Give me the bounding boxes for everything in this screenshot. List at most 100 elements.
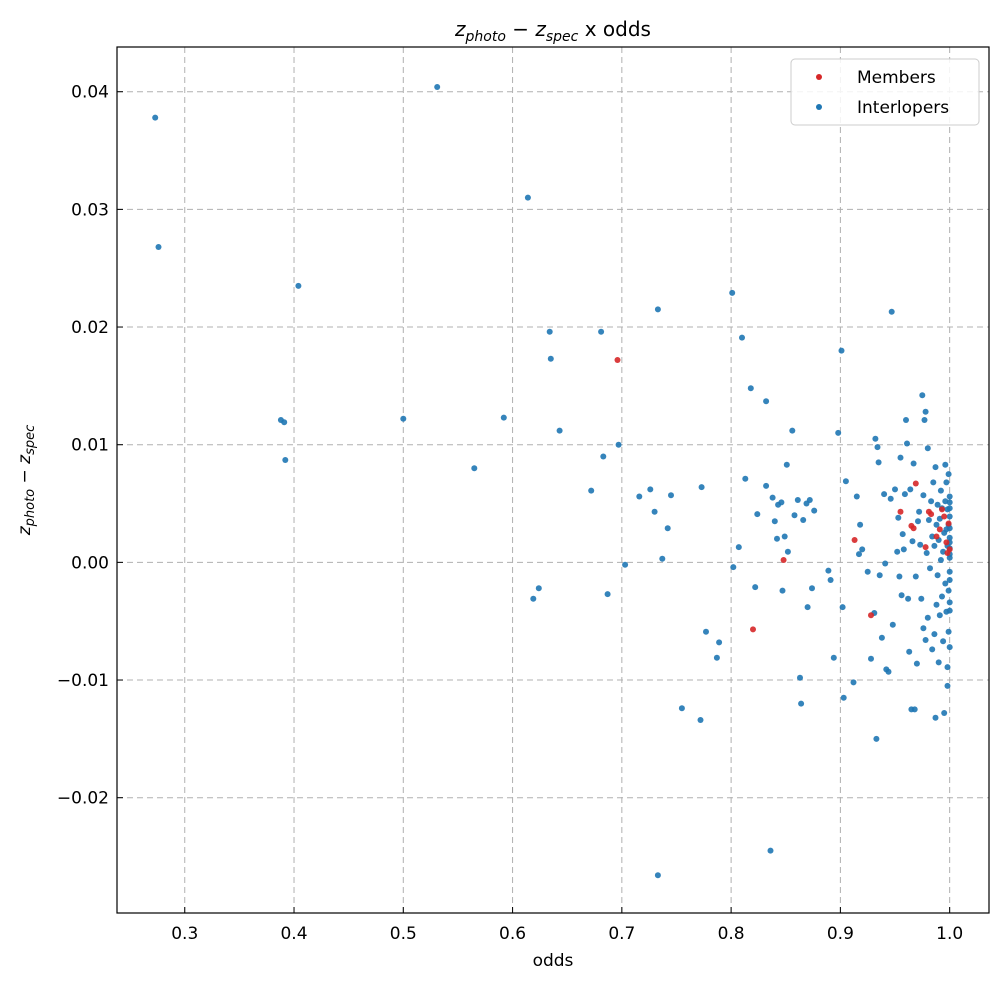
point-interlopers — [556, 427, 563, 434]
point-interlopers — [888, 308, 895, 315]
point-interlopers — [547, 355, 554, 362]
grid-lines — [117, 47, 989, 913]
point-members — [946, 546, 953, 553]
point-interlopers — [946, 513, 953, 520]
point-interlopers — [920, 625, 927, 632]
point-interlopers — [932, 464, 939, 471]
point-interlopers — [895, 514, 902, 521]
point-interlopers — [434, 84, 441, 90]
point-interlopers — [588, 487, 595, 494]
point-interlopers — [946, 534, 953, 541]
x-tick-label: 0.8 — [718, 924, 745, 944]
point-interlopers — [929, 646, 936, 653]
point-interlopers — [839, 604, 846, 611]
point-interlopers — [747, 385, 754, 392]
axis-ticks: 0.3 0.4 0.5 0.6 0.7 0.8 0.9 1.0 −0.02 −0.01 0.00 0.… — [57, 83, 963, 944]
point-interlopers — [915, 518, 921, 525]
legend-box — [790, 58, 980, 126]
point-interlopers — [703, 628, 709, 635]
point-interlopers — [664, 525, 671, 532]
point-interlopers — [874, 444, 881, 451]
point-interlopers — [647, 486, 654, 493]
point-interlopers — [400, 415, 407, 422]
legend-label-interlopers: Interlopers — [857, 98, 949, 118]
point-interlopers — [929, 533, 936, 540]
point-interlopers — [899, 531, 906, 538]
point-interlopers — [917, 541, 924, 548]
point-interlopers — [811, 507, 818, 514]
point-interlopers — [524, 194, 531, 201]
point-interlopers — [920, 492, 927, 499]
point-interlopers — [835, 429, 842, 436]
point-interlopers — [940, 638, 947, 645]
point-interlopers — [654, 306, 661, 313]
point-interlopers — [716, 639, 723, 646]
point-interlopers — [924, 614, 931, 621]
point-interlopers — [942, 461, 949, 468]
point-interlopers — [654, 872, 661, 879]
point-interlopers — [698, 484, 705, 491]
point-interlopers — [944, 664, 951, 671]
point-interlopers — [853, 493, 860, 500]
point-interlopers — [945, 471, 952, 478]
point-interlopers — [771, 518, 778, 525]
point-interlopers — [713, 654, 720, 661]
x-tick-label: 0.9 — [827, 924, 854, 944]
point-interlopers — [909, 538, 916, 545]
point-interlopers — [946, 525, 953, 532]
point-interlopers — [912, 573, 919, 580]
point-interlopers — [921, 417, 928, 423]
point-interlopers — [281, 419, 288, 426]
point-interlopers — [876, 572, 883, 579]
point-interlopers — [910, 460, 917, 467]
point-interlopers — [729, 289, 736, 296]
point-interlopers — [864, 568, 871, 575]
point-interlopers — [946, 599, 953, 606]
point-interlopers — [668, 492, 674, 499]
point-interlopers — [906, 648, 913, 655]
point-interlopers — [615, 441, 622, 448]
point-members — [939, 506, 945, 513]
point-interlopers — [804, 604, 811, 611]
point-interlopers — [924, 445, 931, 452]
point-interlopers — [898, 592, 905, 599]
point-interlopers — [928, 498, 935, 505]
point-interlopers — [946, 499, 953, 506]
point-interlopers — [830, 654, 837, 661]
legend: Members Interlopers — [790, 58, 980, 126]
point-interlopers — [894, 548, 901, 555]
point-interlopers — [916, 508, 923, 515]
point-interlopers — [535, 585, 542, 592]
point-interlopers — [546, 328, 553, 335]
point-interlopers — [840, 694, 847, 701]
point-interlopers — [900, 546, 907, 553]
point-interlopers — [933, 521, 940, 528]
x-tick-label: 0.6 — [499, 924, 526, 944]
point-interlopers — [896, 573, 903, 580]
x-tick-label: 1.0 — [936, 924, 963, 944]
y-axis-label: zphoto − zspec — [15, 425, 38, 537]
point-interlopers — [946, 607, 953, 614]
point-interlopers — [622, 561, 629, 568]
point-interlopers — [735, 544, 742, 551]
point-members — [780, 557, 787, 563]
point-interlopers — [942, 580, 949, 587]
point-interlopers — [873, 735, 880, 742]
point-interlopers — [922, 637, 929, 643]
point-interlopers — [937, 487, 944, 494]
y-tick-label: 0.01 — [71, 436, 109, 456]
point-interlopers — [783, 461, 790, 468]
point-interlopers — [936, 612, 943, 619]
y-tick-label: 0.04 — [71, 83, 109, 103]
point-interlopers — [946, 493, 953, 500]
point-interlopers — [827, 577, 834, 583]
point-interlopers — [781, 533, 788, 540]
point-interlopers — [931, 631, 938, 638]
point-interlopers — [918, 595, 925, 602]
point-interlopers — [939, 593, 945, 600]
point-members — [750, 626, 756, 633]
point-interlopers — [933, 601, 940, 608]
point-interlopers — [850, 679, 857, 686]
point-interlopers — [868, 655, 874, 662]
